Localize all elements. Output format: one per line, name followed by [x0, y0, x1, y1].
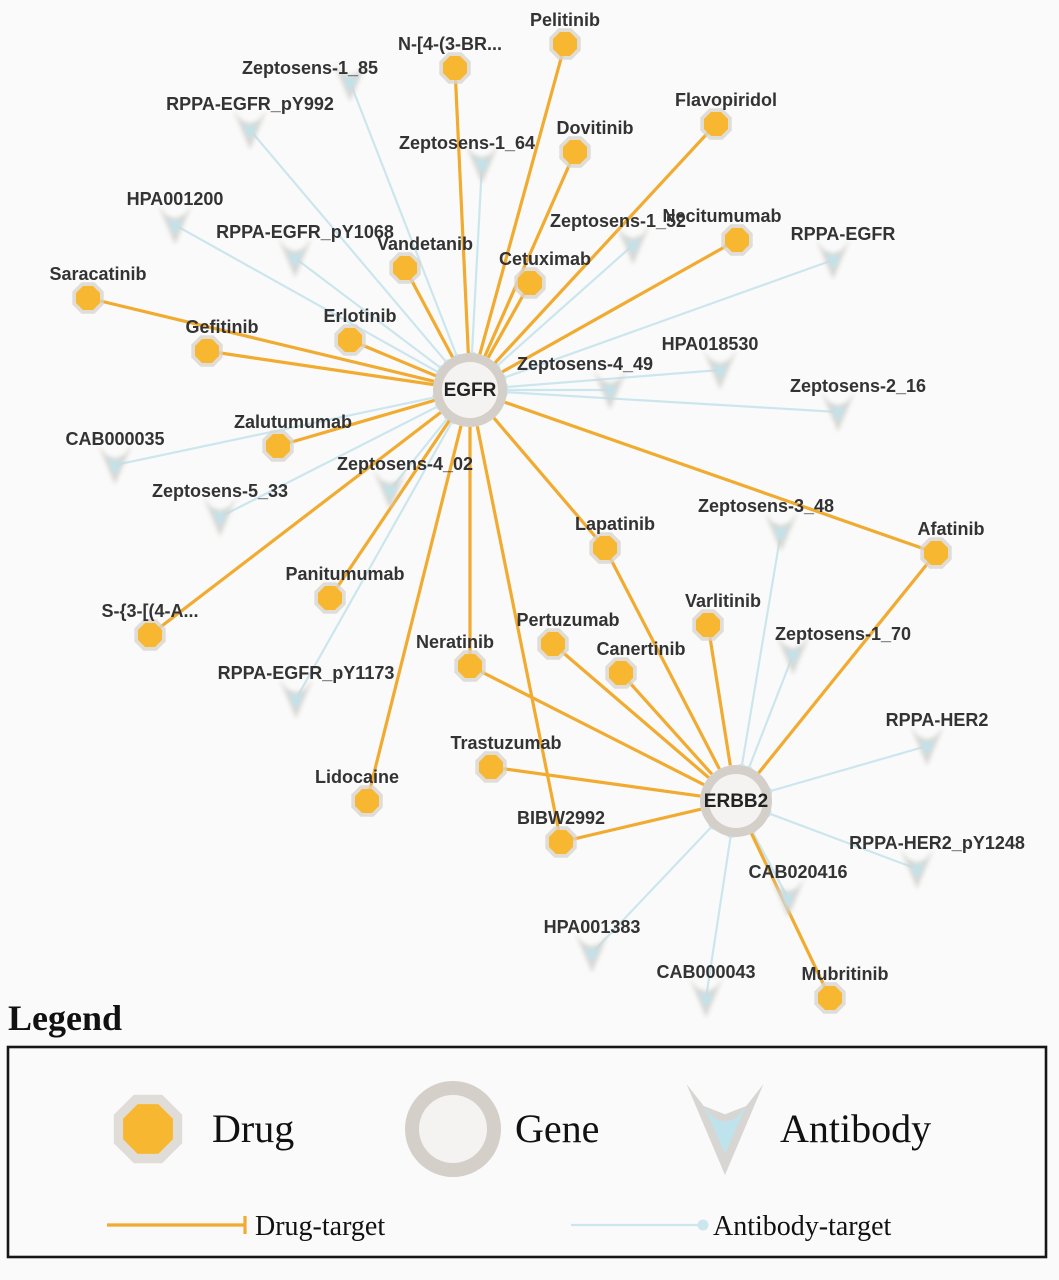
svg-text:Antibody: Antibody	[780, 1106, 931, 1151]
svg-text:ERBB2: ERBB2	[704, 791, 768, 812]
svg-text:Saracatinib: Saracatinib	[49, 264, 146, 284]
svg-text:Neratinib: Neratinib	[416, 632, 494, 652]
svg-text:CAB000035: CAB000035	[65, 429, 164, 449]
svg-text:Flavopiridol: Flavopiridol	[675, 90, 777, 110]
svg-text:Zeptosens-5_33: Zeptosens-5_33	[152, 481, 288, 501]
svg-text:Canertinib: Canertinib	[596, 639, 685, 659]
svg-text:CAB020416: CAB020416	[748, 862, 847, 882]
svg-text:Gene: Gene	[515, 1106, 599, 1151]
svg-text:Trastuzumab: Trastuzumab	[450, 733, 561, 753]
svg-text:S-{3-[(4-A...: S-{3-[(4-A...	[101, 601, 198, 621]
svg-text:CAB000043: CAB000043	[656, 962, 755, 982]
svg-text:Dovitinib: Dovitinib	[557, 118, 634, 138]
svg-text:Zeptosens-1_64: Zeptosens-1_64	[399, 133, 535, 153]
svg-text:Zeptosens-1_52: Zeptosens-1_52	[550, 211, 686, 231]
svg-text:Pelitinib: Pelitinib	[530, 10, 600, 30]
svg-text:RPPA-EGFR_pY1173: RPPA-EGFR_pY1173	[218, 663, 395, 683]
svg-text:BIBW2992: BIBW2992	[517, 808, 605, 828]
svg-text:N-[4-(3-BR...: N-[4-(3-BR...	[398, 34, 502, 54]
svg-text:Zeptosens-1_70: Zeptosens-1_70	[775, 624, 911, 644]
svg-text:RPPA-HER2: RPPA-HER2	[886, 710, 989, 730]
svg-text:Erlotinib: Erlotinib	[324, 306, 397, 326]
svg-text:Legend: Legend	[8, 998, 122, 1038]
svg-text:HPA001383: HPA001383	[544, 917, 641, 937]
svg-text:Cetuximab: Cetuximab	[499, 249, 591, 269]
svg-text:Zalutumumab: Zalutumumab	[234, 412, 352, 432]
svg-text:Drug: Drug	[212, 1106, 294, 1151]
svg-text:Lidocaine: Lidocaine	[315, 767, 399, 787]
svg-text:HPA018530: HPA018530	[662, 334, 759, 354]
svg-text:Zeptosens-2_16: Zeptosens-2_16	[790, 376, 926, 396]
svg-text:Pertuzumab: Pertuzumab	[516, 610, 619, 630]
svg-text:RPPA-EGFR_pY992: RPPA-EGFR_pY992	[166, 94, 334, 114]
svg-text:Panitumumab: Panitumumab	[285, 564, 404, 584]
svg-text:RPPA-EGFR_pY1068: RPPA-EGFR_pY1068	[216, 222, 394, 242]
svg-text:Zeptosens-4_49: Zeptosens-4_49	[517, 354, 653, 374]
svg-text:Drug-target: Drug-target	[255, 1211, 385, 1242]
svg-text:Zeptosens-3_48: Zeptosens-3_48	[698, 496, 834, 516]
svg-text:Afatinib: Afatinib	[918, 519, 985, 539]
svg-text:Zeptosens-1_85: Zeptosens-1_85	[242, 58, 378, 78]
svg-text:RPPA-EGFR: RPPA-EGFR	[791, 224, 896, 244]
svg-text:RPPA-HER2_pY1248: RPPA-HER2_pY1248	[849, 833, 1025, 853]
svg-text:Zeptosens-4_02: Zeptosens-4_02	[337, 454, 473, 474]
svg-text:Gefitinib: Gefitinib	[186, 317, 259, 337]
svg-text:EGFR: EGFR	[444, 380, 497, 401]
svg-text:Lapatinib: Lapatinib	[575, 514, 655, 534]
svg-text:HPA001200: HPA001200	[127, 189, 224, 209]
svg-text:Varlitinib: Varlitinib	[685, 591, 761, 611]
svg-text:Mubritinib: Mubritinib	[802, 964, 889, 984]
svg-text:Antibody-target: Antibody-target	[713, 1211, 892, 1242]
